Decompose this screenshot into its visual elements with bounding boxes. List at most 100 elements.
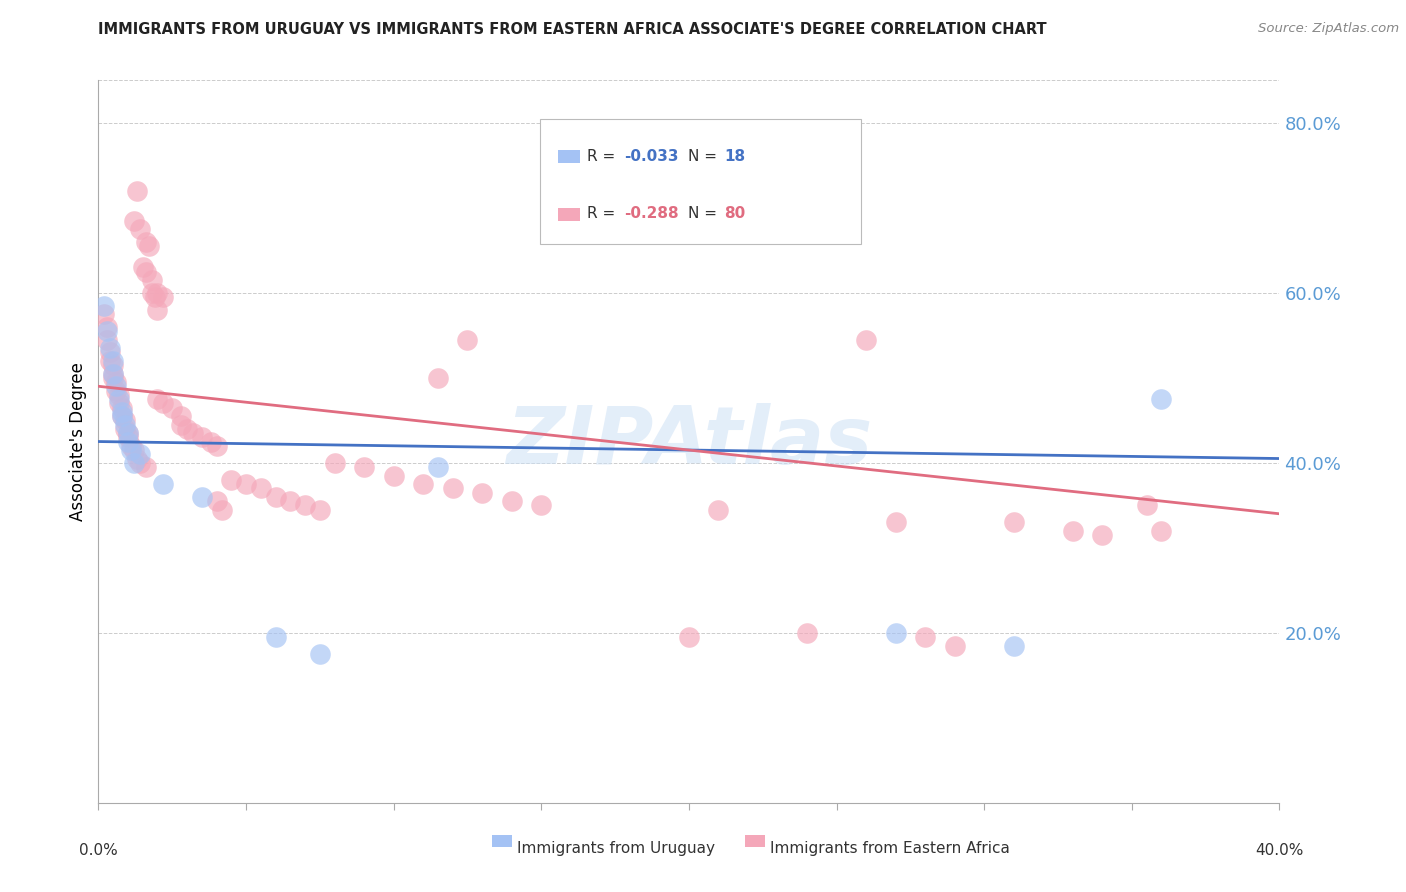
Point [280,494,302,508]
Point [103,358,125,372]
Point [427,460,450,475]
Point [111,401,134,415]
Text: N =: N = [688,206,721,221]
Point [221,473,243,487]
Point [108,388,131,402]
Point [117,425,139,440]
Point [200,434,222,449]
Y-axis label: Associate's Degree: Associate's Degree [69,362,87,521]
Point [205,439,228,453]
Point [120,443,142,458]
Text: IMMIGRANTS FROM URUGUAY VS IMMIGRANTS FROM EASTERN AFRICA ASSOCIATE'S DEGREE COR: IMMIGRANTS FROM URUGUAY VS IMMIGRANTS FR… [98,22,1047,37]
Text: -0.288: -0.288 [624,206,679,221]
Point [143,290,166,304]
Text: Immigrants from Uruguay: Immigrants from Uruguay [517,841,716,856]
Text: N =: N = [688,148,721,163]
Point [114,413,136,427]
Text: R =: R = [586,206,620,221]
Point [146,285,169,300]
Point [191,430,214,444]
Point [855,333,877,347]
Point [250,481,273,495]
Point [530,498,553,512]
Point [412,477,434,491]
Point [884,516,907,530]
Point [117,425,139,440]
Point [105,375,128,389]
Point [678,184,700,198]
Point [111,405,134,419]
Text: 18: 18 [724,148,745,163]
Point [235,477,257,491]
Point [105,384,128,398]
Point [152,396,174,410]
Point [125,184,148,198]
Point [427,371,450,385]
Point [108,392,131,406]
Point [117,434,139,449]
Point [141,273,163,287]
Point [309,647,332,661]
Point [707,502,730,516]
Point [170,409,193,423]
Point [162,401,183,415]
Point [1136,498,1159,512]
Point [111,409,134,423]
Point [135,264,157,278]
Point [1002,639,1025,653]
Point [1062,524,1084,538]
Point [294,498,316,512]
Point [1002,516,1025,530]
Point [128,222,150,236]
Point [117,430,139,444]
Point [205,494,228,508]
Point [914,630,936,644]
Point [114,417,136,432]
Point [441,481,464,495]
Point [501,494,523,508]
Point [120,439,142,453]
Point [122,213,145,227]
Point [108,396,131,410]
Point [471,485,494,500]
Point [211,502,233,516]
Point [170,417,193,432]
Point [98,345,121,359]
Point [138,239,160,253]
Point [125,451,148,466]
Point [353,460,375,475]
Point [122,456,145,470]
Point [457,333,479,347]
Point [135,460,157,475]
Point [111,409,134,423]
Point [96,324,118,338]
Point [1091,528,1114,542]
Point [103,353,125,368]
Text: 80: 80 [724,206,745,221]
Text: Source: ZipAtlas.com: Source: ZipAtlas.com [1258,22,1399,36]
Point [103,371,125,385]
Point [309,502,332,516]
Text: R =: R = [586,148,620,163]
Point [152,477,174,491]
Point [135,235,157,249]
Point [146,392,169,406]
Point [96,319,118,334]
Point [382,468,405,483]
Point [191,490,214,504]
Point [128,456,150,470]
Point [181,425,204,440]
Point [323,456,346,470]
Point [176,422,198,436]
Text: -0.033: -0.033 [624,148,679,163]
Point [98,353,121,368]
Point [796,625,818,640]
Text: ZIPAtlas: ZIPAtlas [506,402,872,481]
Point [1150,524,1173,538]
Point [93,307,115,321]
Point [1150,392,1173,406]
Point [122,443,145,458]
Point [884,625,907,640]
Point [678,630,700,644]
Point [105,379,128,393]
